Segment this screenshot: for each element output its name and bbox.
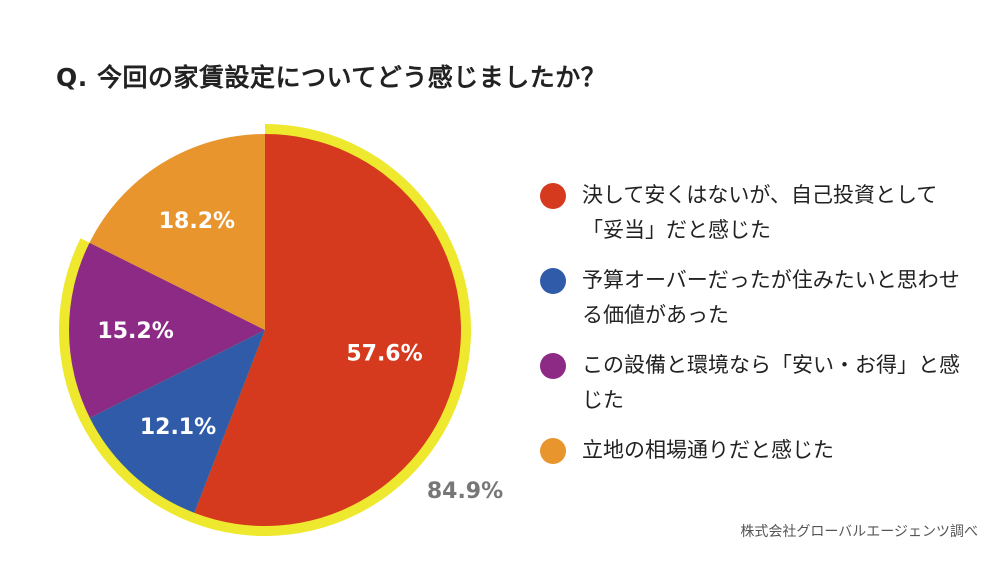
pie-slice — [194, 134, 461, 526]
legend: 決して安くはないが、自己投資として「妥当」だと感じた 予算オーバーだったが住みた… — [540, 178, 980, 483]
slice-value-label: 57.6% — [346, 341, 422, 366]
legend-label: 立地の相場通りだと感じた — [582, 438, 834, 462]
legend-swatch — [540, 353, 566, 379]
slice-value-label: 15.2% — [97, 319, 173, 344]
legend-label: 決して安くはないが、自己投資として「妥当」だと感じた — [582, 183, 938, 242]
slice-value-label: 18.2% — [159, 209, 235, 234]
chart-title: Q. 今回の家賃設定についてどう感じましたか？ — [56, 63, 607, 92]
legend-label: 予算オーバーだったが住みたいと思わせる価値があった — [582, 268, 960, 327]
slice-value-label: 12.1% — [140, 415, 216, 440]
legend-swatch — [540, 438, 566, 464]
legend-swatch — [540, 268, 566, 294]
pie-slice — [89, 330, 265, 513]
pie-slice — [68, 242, 265, 418]
legend-swatch — [540, 183, 566, 209]
legend-item: この設備と環境なら「安い・お得」と感じた — [540, 348, 980, 418]
legend-label: この設備と環境なら「安い・お得」と感じた — [582, 353, 960, 412]
pie-slice — [89, 134, 266, 330]
legend-item: 予算オーバーだったが住みたいと思わせる価値があった — [540, 263, 980, 333]
source-note: 株式会社グローバルエージェンツ調べ — [740, 524, 978, 540]
legend-item: 立地の相場通りだと感じた — [540, 433, 980, 468]
highlight-total-label: 84.9% — [427, 479, 503, 504]
legend-item: 決して安くはないが、自己投資として「妥当」だと感じた — [540, 178, 980, 248]
